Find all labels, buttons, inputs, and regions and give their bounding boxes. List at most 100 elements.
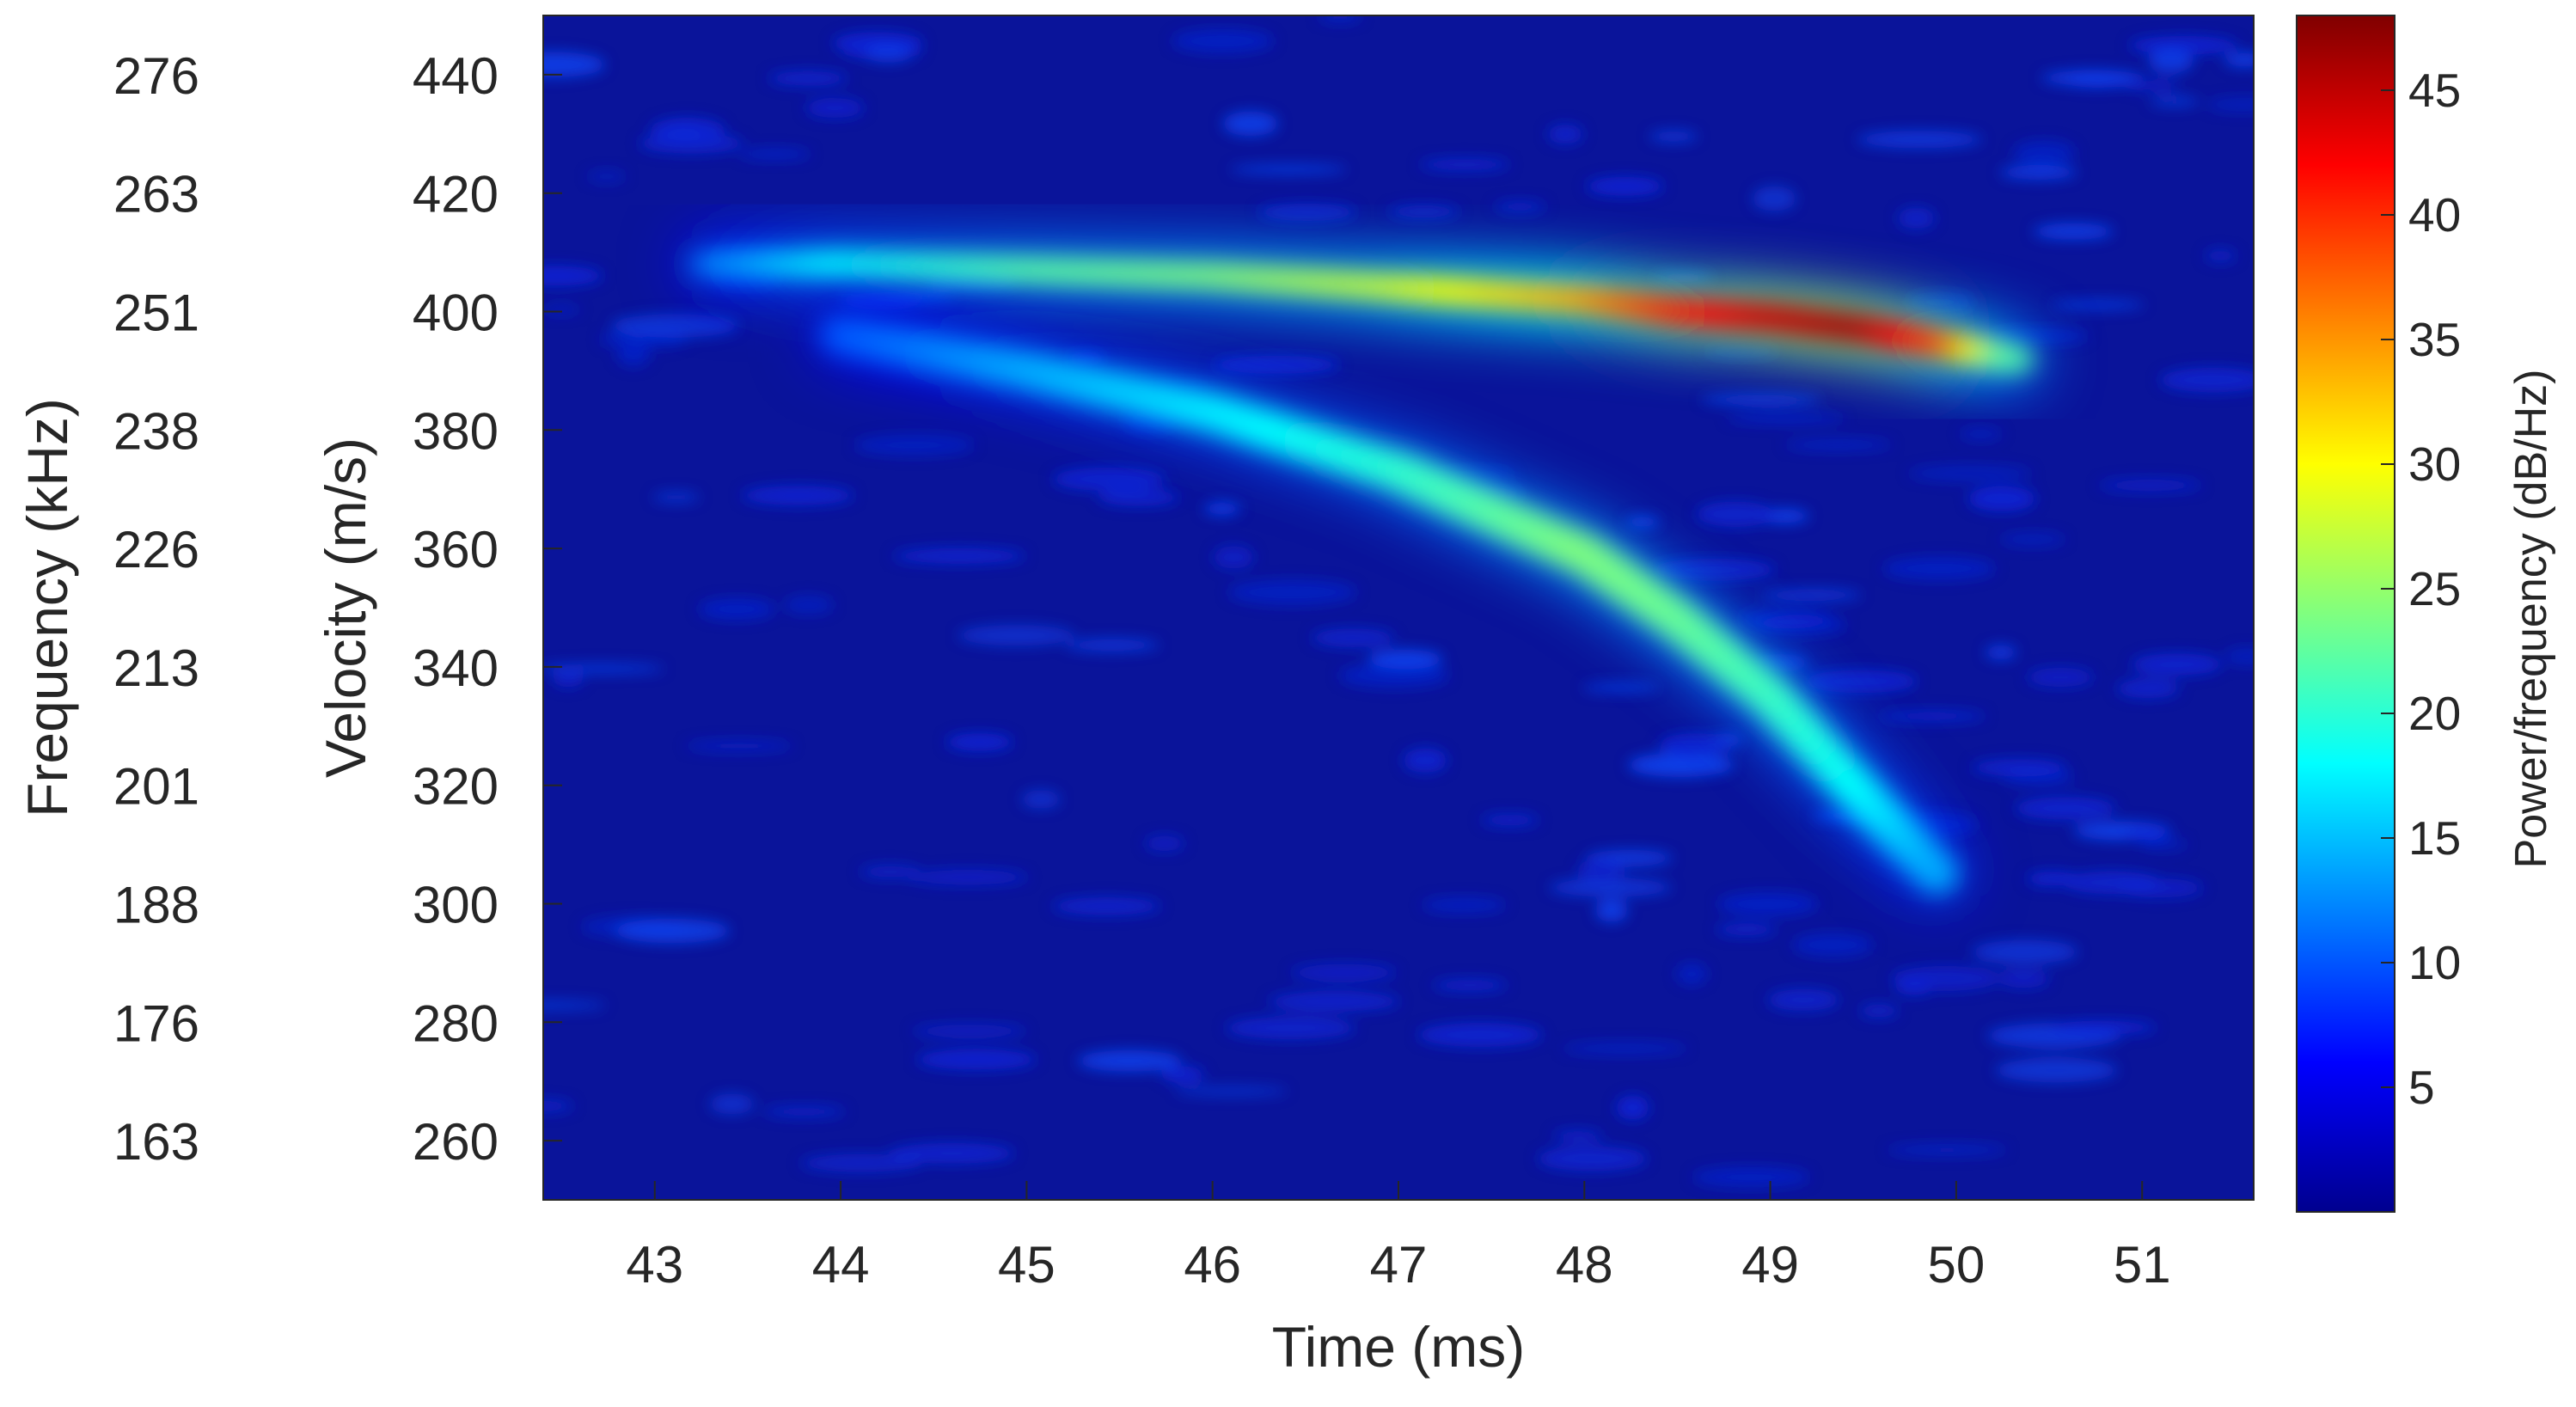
noise-speck [652, 492, 700, 503]
noise-speck [1052, 467, 1166, 492]
noise-speck [1999, 164, 2077, 180]
noise-speck [783, 596, 834, 614]
noise-speck [1737, 608, 1835, 629]
colorbar: 5 10 15 20 25 30 35 40 45 Power/frequency (dB/Hz… [2296, 15, 2556, 1213]
colorbar-tick-label: 40 [2408, 188, 2461, 242]
noise-speck [1716, 892, 1819, 916]
noise-speck [2128, 35, 2238, 55]
noise-speck [616, 343, 651, 367]
noise-speck [1972, 939, 2078, 964]
noise-speck [1549, 878, 1673, 897]
noise-speck [768, 70, 848, 86]
noise-speck [2041, 70, 2144, 86]
noise-speck [945, 733, 1013, 751]
noise-speck [1726, 413, 1846, 423]
frequency-axis-label: Frequency (kHz) [15, 398, 79, 817]
noise-speck [741, 486, 854, 505]
noise-speck [1268, 991, 1401, 1012]
noise-speck [1857, 131, 1983, 149]
noise-speck [1999, 533, 2066, 546]
noise-speck [709, 1093, 755, 1115]
signal-trace-1 [676, 235, 2047, 388]
noise-speck [1338, 663, 1450, 688]
noise-speck [2148, 49, 2194, 73]
noise-speck [1552, 1129, 1604, 1141]
noise-speck [860, 865, 921, 878]
noise-speck [907, 869, 1029, 885]
frequency-tick-label: 201 [113, 758, 199, 816]
noise-speck [1311, 628, 1395, 648]
noise-speck [543, 1000, 607, 1011]
noise-speck [2224, 648, 2254, 665]
noise-speck [1097, 488, 1180, 506]
x-tick-label: 44 [812, 1236, 870, 1294]
noise-speck [2026, 871, 2079, 887]
noise-speck [799, 1153, 923, 1172]
noise-speck [1653, 272, 1713, 284]
colorbar-tick-label: 30 [2408, 437, 2461, 491]
y-tick-label: 360 [413, 521, 499, 578]
trace-core [688, 250, 2034, 373]
noise-speck [1547, 125, 1583, 144]
noise-speck [2204, 249, 2236, 262]
noise-speck [1419, 158, 1511, 171]
x-tick-label: 50 [1928, 1236, 1986, 1294]
noise-speck [1227, 579, 1358, 605]
y-tick-label: 440 [413, 47, 499, 105]
noise-speck [1627, 753, 1735, 777]
colorbar-tick-label: 20 [2408, 687, 2461, 740]
x-tick-label: 49 [1741, 1236, 1799, 1294]
noise-speck [1995, 1058, 2118, 1083]
colorbar-gradient [2296, 15, 2395, 1213]
noise-speck [1480, 813, 1539, 827]
colorbar-tick-label: 35 [2408, 313, 2461, 366]
colorbar-tick-label: 5 [2408, 1061, 2435, 1114]
noise-speck [586, 171, 627, 182]
noise-speck [2012, 140, 2076, 165]
noise-speck [614, 918, 731, 944]
noise-speck [1161, 1066, 1205, 1084]
noise-speck [1959, 428, 2003, 440]
noise-speck [1225, 1017, 1356, 1040]
frequency-tick-label: 163 [113, 1113, 199, 1171]
noise-speck [650, 117, 725, 143]
noise-speck [1905, 291, 1975, 313]
y-tick-label: 260 [413, 1113, 499, 1171]
noise-speck [1767, 988, 1840, 1012]
noise-speck [1696, 501, 1775, 528]
y-tick-label: 300 [413, 877, 499, 934]
noise-speck [1213, 546, 1255, 569]
noise-speck [1203, 502, 1241, 516]
colorbar-ticks: 5 10 15 20 25 30 35 40 45 [2381, 64, 2461, 1114]
noise-speck [892, 548, 1026, 565]
x-axis-ticks: 43 44 45 46 47 48 49 50 51 [626, 1181, 2171, 1294]
y-tick-label: 380 [413, 402, 499, 460]
noise-speck [854, 434, 975, 456]
noise-speck [1172, 28, 1275, 53]
noise-speck [543, 305, 581, 315]
trace-core [818, 315, 1961, 896]
plot-area [542, 15, 2255, 1201]
y-tick-label: 420 [413, 166, 499, 223]
noise-speck [552, 670, 584, 688]
noise-speck [888, 1142, 1015, 1165]
colorbar-tick-label: 15 [2408, 811, 2461, 865]
noise-speck [1144, 835, 1185, 852]
noise-speck [1897, 207, 1936, 229]
noise-speck [1537, 1146, 1648, 1171]
noise-speck [1803, 670, 1918, 694]
noise-speck [1701, 394, 1821, 406]
frequency-tick-label: 213 [113, 639, 199, 697]
noise-speck [2131, 653, 2223, 676]
noise-speck [1967, 486, 2036, 511]
noise-speck [1052, 896, 1161, 915]
frequency-axis-ticks: 163 176 188 201 213 226 238 251 263 276 [113, 47, 199, 1171]
x-tick-label: 47 [1370, 1236, 1428, 1294]
noise-speck [610, 314, 739, 338]
noise-speck [1752, 186, 1796, 211]
noise-speck [1759, 588, 1863, 602]
noise-speck [2098, 479, 2203, 492]
noise-speck [1562, 1042, 1688, 1055]
noise-speck [1222, 111, 1278, 137]
